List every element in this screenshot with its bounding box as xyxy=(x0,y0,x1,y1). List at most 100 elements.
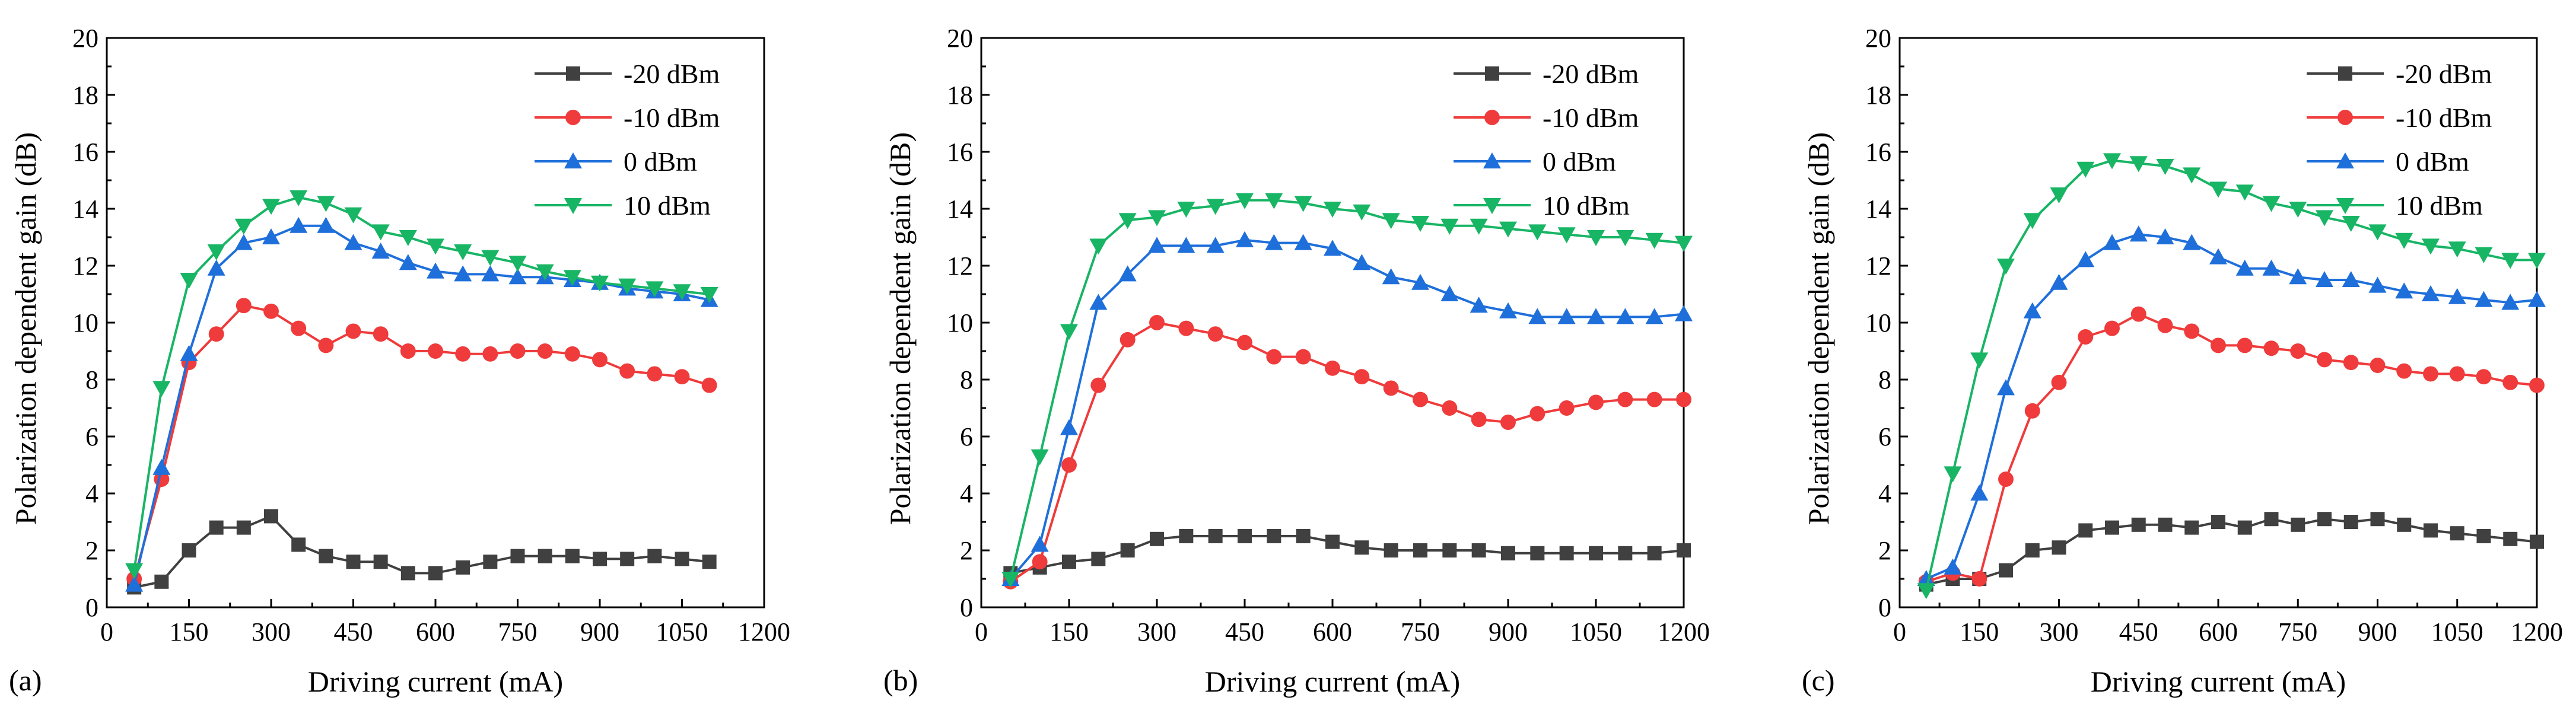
series-line-0dbm xyxy=(133,224,710,585)
data-point xyxy=(1588,394,1604,410)
data-point xyxy=(2103,234,2121,250)
x-tick-label: 600 xyxy=(416,617,455,646)
data-point xyxy=(399,230,417,246)
data-point xyxy=(1470,297,1488,313)
data-point xyxy=(1675,305,1693,321)
data-point xyxy=(1236,193,1254,209)
data-point xyxy=(2105,520,2119,535)
data-point xyxy=(1440,285,1459,301)
y-tick-label: 16 xyxy=(72,138,98,167)
series-line--20dbm xyxy=(1926,518,2537,586)
legend-label: 0 dBm xyxy=(624,146,697,177)
data-point xyxy=(1530,546,1545,560)
data-point xyxy=(2024,403,2040,419)
data-point xyxy=(1413,543,1427,557)
data-point xyxy=(2316,271,2333,287)
data-point xyxy=(2131,517,2146,532)
data-point xyxy=(1296,529,1311,543)
data-point xyxy=(1383,380,1399,396)
data-point xyxy=(1295,349,1311,365)
legend-label: 10 dBm xyxy=(1543,190,1630,221)
chart-panel-c: 0 2 4 6 8 10 12 14 16 18 20 0 150 300 450 600 750 900 1050… xyxy=(1802,24,2563,698)
data-point xyxy=(346,555,361,569)
panel-label: (a) xyxy=(9,664,42,697)
data-point xyxy=(1294,234,1312,250)
data-point xyxy=(2342,216,2360,232)
data-point xyxy=(2237,337,2253,353)
legend-label: -10 dBm xyxy=(1543,103,1639,133)
data-point xyxy=(428,343,443,359)
y-tick-label: 20 xyxy=(1865,24,1891,53)
data-point xyxy=(1618,546,1633,560)
data-point xyxy=(618,278,637,295)
data-point xyxy=(291,537,306,552)
data-point xyxy=(1148,210,1166,227)
data-point xyxy=(373,555,388,569)
data-point xyxy=(1206,199,1225,215)
y-tick-label: 12 xyxy=(947,251,973,281)
data-point xyxy=(2156,228,2174,244)
data-point xyxy=(645,281,664,298)
data-point xyxy=(1207,326,1223,342)
data-point xyxy=(700,287,718,303)
data-point xyxy=(1265,234,1283,250)
data-point xyxy=(2396,363,2412,379)
data-point xyxy=(1120,543,1135,557)
data-point xyxy=(1616,308,1634,324)
data-point xyxy=(2209,181,2227,198)
legend-label: -10 dBm xyxy=(624,103,720,133)
legend-marker xyxy=(566,66,580,81)
data-point xyxy=(2264,512,2279,527)
data-point xyxy=(1266,349,1282,365)
data-point xyxy=(2424,523,2438,538)
data-point xyxy=(1645,232,1664,249)
y-axis-title: Polarization dependent gain (dB) xyxy=(1802,132,1835,525)
data-point xyxy=(1529,406,1545,422)
data-point xyxy=(1353,204,1371,221)
x-tick-label: 1050 xyxy=(1570,617,1622,646)
data-point xyxy=(262,199,280,215)
data-point xyxy=(1677,543,1691,557)
y-tick-label: 14 xyxy=(1865,195,1891,224)
legend-marker xyxy=(1483,198,1501,214)
x-tick-label: 450 xyxy=(334,617,373,646)
x-tick-label: 600 xyxy=(1313,617,1352,646)
data-point xyxy=(1944,558,1962,575)
data-point xyxy=(2184,323,2200,339)
x-tick-label: 300 xyxy=(2040,617,2079,646)
data-point xyxy=(1470,218,1488,235)
y-tick-label: 4 xyxy=(85,479,98,508)
x-tick-label: 900 xyxy=(580,617,619,646)
data-point xyxy=(2343,355,2359,371)
data-point xyxy=(2211,337,2226,353)
legend-label: -20 dBm xyxy=(1543,59,1639,89)
series-line-10dbm xyxy=(1009,199,1684,579)
data-point xyxy=(1999,563,2013,578)
data-point xyxy=(2076,251,2095,267)
data-point xyxy=(1150,531,1164,546)
data-point xyxy=(207,259,225,276)
data-point xyxy=(2397,517,2412,532)
y-tick-label: 18 xyxy=(947,81,973,110)
x-axis-title: Driving current (mA) xyxy=(308,665,563,698)
x-tick-label: 600 xyxy=(2199,617,2238,646)
data-point xyxy=(620,552,635,566)
y-tick-label: 10 xyxy=(947,308,973,337)
x-tick-label: 750 xyxy=(2278,617,2317,646)
data-point xyxy=(591,275,609,292)
data-point xyxy=(317,196,335,212)
data-point xyxy=(1324,240,1341,256)
data-point xyxy=(454,244,472,260)
legend-marker xyxy=(564,198,582,214)
data-point xyxy=(2501,253,2520,269)
y-tick-label: 6 xyxy=(960,422,973,451)
data-point xyxy=(1089,294,1108,310)
data-point xyxy=(319,549,333,563)
data-point xyxy=(1917,583,1935,600)
y-tick-label: 8 xyxy=(960,365,973,394)
data-point xyxy=(2317,352,2332,368)
data-point xyxy=(2129,156,2148,173)
data-point xyxy=(1442,543,1457,557)
data-point xyxy=(234,218,253,235)
